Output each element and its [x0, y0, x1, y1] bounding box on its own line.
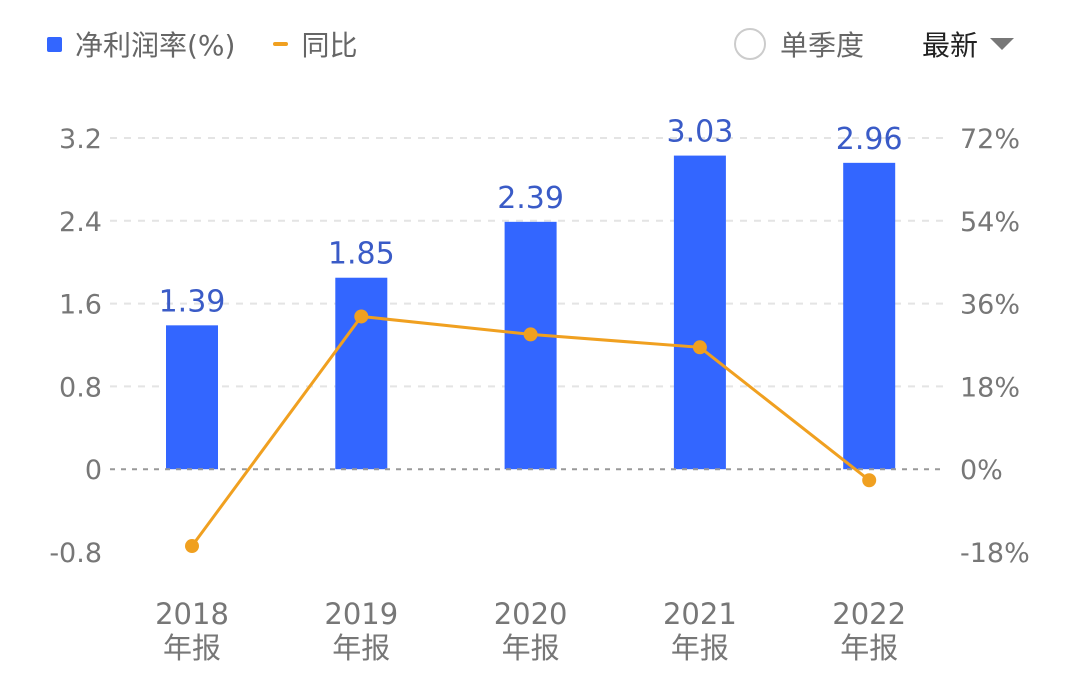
left-tick-label: 0	[85, 455, 102, 486]
right-tick-label: 0%	[960, 455, 1003, 486]
x-tick-label: 2020	[494, 597, 568, 631]
bar-value-label: 3.03	[667, 115, 734, 150]
bar	[843, 162, 896, 470]
left-tick-label: -0.8	[49, 538, 102, 569]
bar	[166, 325, 218, 470]
period-dropdown[interactable]: 最新	[922, 22, 1015, 66]
caret-down-icon	[990, 38, 1015, 50]
right-tick-label: 72%	[960, 124, 1020, 155]
bar	[504, 221, 557, 470]
bar	[335, 277, 388, 470]
right-tick-label: -18%	[960, 538, 1030, 569]
yoy-point	[354, 309, 369, 324]
yoy-point	[692, 340, 707, 355]
single-quarter-label: 单季度	[780, 29, 865, 62]
right-tick-label: 18%	[960, 372, 1020, 403]
x-tick-label: 年报	[332, 631, 390, 665]
x-tick-label: 2022	[832, 597, 906, 631]
yoy-point	[523, 327, 538, 342]
left-tick-label: 0.8	[59, 372, 102, 403]
x-tick-label: 2019	[324, 597, 398, 631]
line-legend-label[interactable]: 同比	[301, 29, 358, 62]
right-tick-label: 36%	[960, 290, 1020, 321]
left-tick-label: 3.2	[59, 124, 102, 155]
single-quarter-toggle[interactable]: 单季度	[734, 22, 864, 66]
yoy-point	[862, 473, 877, 488]
yoy-point	[185, 539, 199, 554]
x-tick-label: 年报	[840, 631, 898, 665]
right-tick-label: 54%	[960, 207, 1020, 238]
left-tick-label: 2.4	[59, 207, 102, 238]
x-tick-label: 年报	[671, 631, 729, 665]
x-tick-label: 年报	[163, 631, 221, 665]
legend: 净利润率(%) 同比	[47, 22, 357, 66]
line-legend-swatch	[273, 42, 289, 46]
bar-value-label: 2.96	[836, 122, 903, 157]
x-tick-label: 年报	[502, 631, 560, 665]
bar	[673, 155, 726, 470]
bar-value-label: 1.85	[328, 237, 395, 272]
bar-legend-label[interactable]: 净利润率(%)	[75, 29, 236, 62]
left-tick-label: 1.6	[59, 290, 102, 321]
radio-icon[interactable]	[734, 28, 766, 60]
bar-value-label: 2.39	[497, 181, 564, 216]
bar-legend-swatch	[47, 36, 62, 52]
bar-value-label: 1.39	[159, 284, 226, 319]
x-tick-label: 2018	[155, 597, 229, 631]
period-dropdown-label: 最新	[922, 29, 979, 62]
x-tick-label: 2021	[663, 597, 737, 631]
